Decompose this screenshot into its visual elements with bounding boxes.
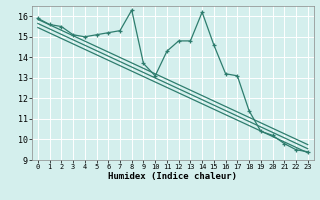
X-axis label: Humidex (Indice chaleur): Humidex (Indice chaleur) xyxy=(108,172,237,181)
